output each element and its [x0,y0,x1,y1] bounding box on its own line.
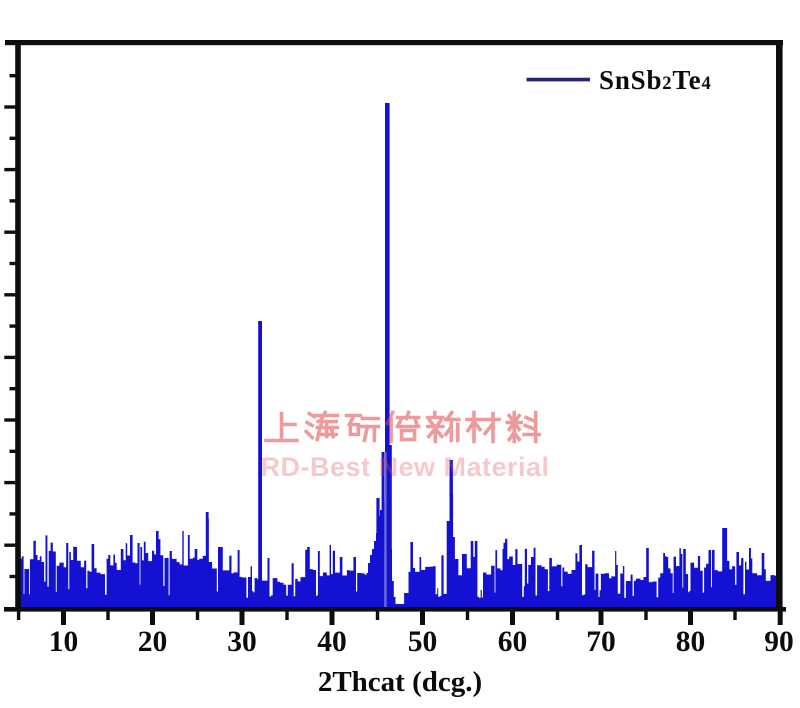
svg-text:30: 30 [227,626,257,658]
svg-text:2Thcat (dcg.): 2Thcat (dcg.) [318,666,482,698]
svg-text:20: 20 [138,626,168,658]
svg-text:50: 50 [408,626,438,658]
svg-text:40: 40 [317,626,347,658]
svg-text:10: 10 [49,626,79,658]
svg-text:RD-Best New Material: RD-Best New Material [260,452,549,482]
svg-text:90: 90 [764,626,794,658]
svg-text:60: 60 [498,626,528,658]
svg-text:80: 80 [676,626,706,658]
svg-text:SnSb2Te4: SnSb2Te4 [599,65,712,95]
svg-text:70: 70 [586,626,616,658]
